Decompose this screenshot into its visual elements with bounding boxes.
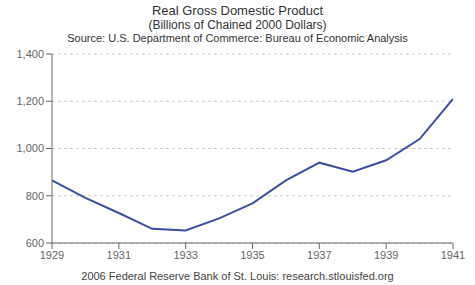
html-text:2006 Federal Reserve Bank of S: 2006 Federal Reserve Bank of St. Louis: … — [81, 270, 394, 282]
svg-text:1939: 1939 — [374, 249, 398, 261]
html-text:Source: U.S. Department of Com: Source: U.S. Department of Commerce: Bur… — [67, 32, 408, 44]
html-text:Real Gross Domestic Product: Real Gross Domestic Product — [151, 3, 324, 18]
svg-text:1933: 1933 — [173, 249, 197, 261]
svg-text:600: 600 — [26, 237, 44, 249]
svg-text:1,400: 1,400 — [16, 48, 44, 60]
html-text:(Billions of Chained 2000 Doll: (Billions of Chained 2000 Dollars) — [148, 18, 327, 32]
svg-text:800: 800 — [26, 190, 44, 202]
svg-text:1929: 1929 — [40, 249, 64, 261]
svg-text:1,000: 1,000 — [16, 142, 44, 154]
svg-text:1937: 1937 — [307, 249, 331, 261]
svg-text:1941: 1941 — [441, 249, 465, 261]
svg-text:1935: 1935 — [240, 249, 264, 261]
svg-text:1,200: 1,200 — [16, 95, 44, 107]
svg-text:1931: 1931 — [107, 249, 131, 261]
